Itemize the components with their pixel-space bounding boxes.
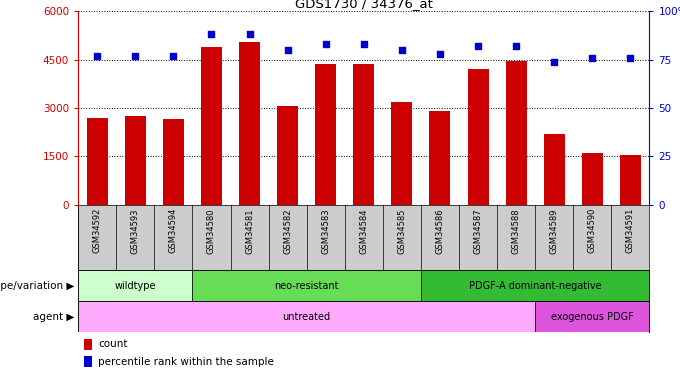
Point (511, 43, 522, 49)
Text: GSM34582: GSM34582 (283, 208, 292, 254)
Bar (354, 64, 374, 205)
Bar (316, 64, 336, 205)
Text: neo-resistant: neo-resistant (275, 281, 339, 291)
Point (168, 53, 179, 59)
Text: GSM34585: GSM34585 (397, 208, 407, 254)
Text: count: count (98, 339, 128, 349)
Bar (192, 270, 421, 301)
Text: genotype/variation ▶: genotype/variation ▶ (0, 281, 75, 291)
Bar (78, 301, 535, 332)
Point (244, 32, 255, 38)
Point (435, 51, 445, 57)
Bar (277, 106, 298, 205)
Title: GDS1730 / 34376_at: GDS1730 / 34376_at (295, 0, 432, 10)
Text: GSM34580: GSM34580 (207, 208, 216, 254)
Bar (535, 301, 649, 332)
Bar (78, 270, 192, 301)
Text: GSM34591: GSM34591 (626, 208, 635, 254)
Point (320, 41, 331, 47)
Point (92, 53, 103, 59)
Text: GSM34586: GSM34586 (435, 208, 445, 254)
Point (549, 58, 560, 64)
Point (473, 43, 483, 49)
Text: agent ▶: agent ▶ (33, 312, 75, 321)
Bar (239, 42, 260, 205)
Text: wildtype: wildtype (114, 281, 156, 291)
Text: GSM34583: GSM34583 (321, 208, 330, 254)
Text: PDGF-A dominant-negative: PDGF-A dominant-negative (469, 281, 602, 291)
Text: percentile rank within the sample: percentile rank within the sample (98, 357, 274, 367)
Bar (506, 61, 526, 205)
Point (358, 41, 369, 47)
Text: GSM34594: GSM34594 (169, 208, 178, 254)
Text: GSM34589: GSM34589 (549, 208, 559, 254)
Bar (421, 270, 649, 301)
Bar (468, 69, 488, 205)
Bar (87, 118, 107, 205)
Point (206, 32, 217, 38)
Point (625, 55, 636, 61)
Point (282, 47, 293, 53)
Bar (544, 134, 564, 205)
Point (587, 55, 598, 61)
Text: exogenous PDGF: exogenous PDGF (551, 312, 634, 321)
Text: untreated: untreated (283, 312, 330, 321)
Bar (163, 119, 184, 205)
Text: GSM34584: GSM34584 (359, 208, 369, 254)
Point (130, 53, 141, 59)
Point (396, 47, 407, 53)
Bar (84, 356, 92, 368)
Text: GSM34593: GSM34593 (131, 208, 140, 254)
Bar (430, 111, 450, 205)
Text: GSM34592: GSM34592 (92, 208, 102, 254)
Bar (84, 339, 92, 350)
Bar (125, 116, 146, 205)
Text: GSM34581: GSM34581 (245, 208, 254, 254)
Text: GSM34587: GSM34587 (473, 208, 483, 254)
Bar (582, 153, 602, 205)
Text: GSM34588: GSM34588 (511, 208, 521, 254)
Bar (201, 47, 222, 205)
Bar (620, 155, 641, 205)
Bar (392, 102, 412, 205)
Text: GSM34590: GSM34590 (588, 208, 597, 254)
